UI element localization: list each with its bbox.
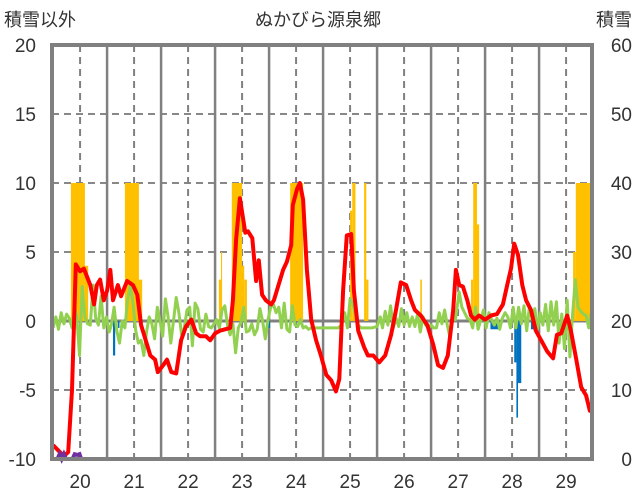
blue-bar (113, 321, 116, 356)
y-left-tick-label: 5 (25, 243, 36, 264)
y-right-tick-label: 30 (611, 243, 632, 264)
yellow-bar (473, 183, 477, 321)
blue-bar (117, 321, 120, 328)
blue-bar (514, 321, 517, 363)
yellow-bar (476, 224, 480, 321)
x-tick-label: 25 (340, 472, 361, 493)
bars (70, 183, 591, 418)
blue-bar (518, 321, 522, 384)
yellow-bar (244, 279, 247, 321)
x-tick-label: 26 (394, 472, 415, 493)
x-tick-label: 22 (178, 472, 199, 493)
y-right-tick-label: 50 (611, 105, 632, 126)
yellow-bar (364, 183, 367, 321)
blue-bar (268, 321, 271, 328)
y-left-tick-label: 10 (15, 174, 36, 195)
y-left-tick-label: -10 (9, 450, 36, 471)
yellow-bar (575, 183, 591, 321)
yellow-bar (366, 279, 369, 321)
y-right-tick-label: 60 (611, 36, 632, 57)
y-right-tick-label: 10 (611, 381, 632, 402)
right-axis-label: 積雪 (596, 10, 632, 31)
y-right-tick-label: 20 (611, 312, 632, 333)
plot-frame (50, 43, 594, 461)
blue-bar (516, 321, 519, 418)
red-series-line (51, 181, 594, 459)
yellow-bar (84, 265, 89, 321)
y-right-tick-label: 0 (621, 450, 632, 471)
yellow-bar (138, 279, 143, 321)
y-right-tick-label: 40 (611, 174, 632, 195)
yellow-bar (242, 265, 245, 321)
x-tick-label: 23 (232, 472, 253, 493)
left-axis-label: 積雪以外 (4, 10, 76, 31)
yellow-bar (471, 279, 474, 321)
blue-bar (530, 321, 534, 330)
x-tick-label: 21 (124, 472, 145, 493)
x-tick-label: 29 (556, 472, 577, 493)
y-left-tick-label: 0 (25, 312, 36, 333)
yellow-bar (420, 279, 422, 321)
y-left-tick-label: 15 (15, 105, 36, 126)
x-tick-label: 27 (448, 472, 469, 493)
x-tick-label: 24 (286, 472, 308, 493)
x-tick-label: 28 (502, 472, 523, 493)
y-left-tick-label: -5 (19, 381, 36, 402)
chart-title: ぬかびら源泉郷 (255, 10, 381, 31)
y-left-tick-label: 20 (15, 36, 36, 57)
yellow-bar (221, 252, 223, 321)
yellow-bar (218, 279, 222, 321)
x-tick-label: 20 (70, 472, 91, 493)
